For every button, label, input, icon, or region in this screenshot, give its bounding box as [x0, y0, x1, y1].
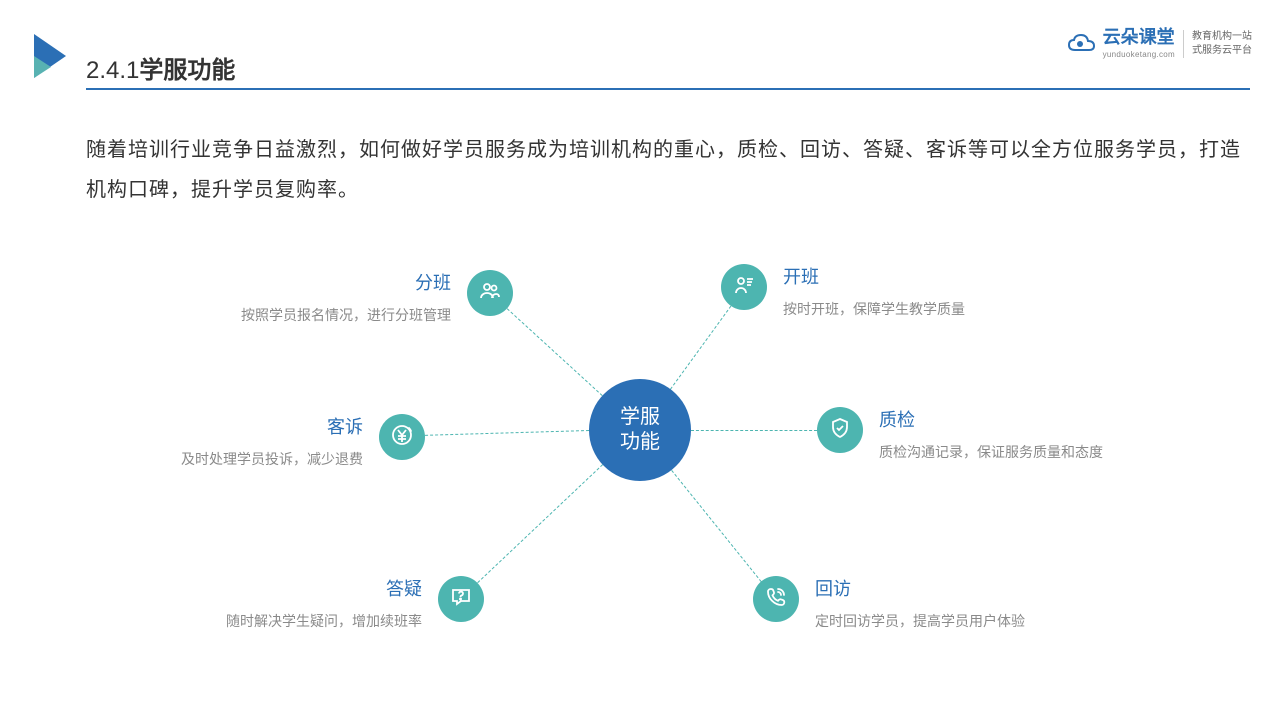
connector-line — [507, 308, 603, 396]
decorative-triangle — [34, 34, 72, 78]
shield-icon — [828, 416, 852, 445]
node-label-fenban: 分班按照学员报名情况，进行分班管理 — [191, 269, 451, 325]
node-fenban — [467, 270, 513, 316]
logo-divider — [1183, 30, 1184, 58]
connector-line — [425, 430, 589, 436]
node-title: 答疑 — [162, 575, 422, 601]
logo-text-wrap: 云朵课堂 yunduoketang.com — [1103, 28, 1175, 59]
logo-tagline-line1: 教育机构一站 — [1192, 31, 1252, 42]
slide: 2.4.1学服功能 云朵课堂 yunduoketang.com 教育机构一站 式… — [0, 0, 1280, 720]
node-sub: 定时回访学员，提高学员用户体验 — [815, 611, 1115, 631]
node-sub: 质检沟通记录，保证服务质量和态度 — [879, 442, 1179, 462]
connector-line — [670, 306, 731, 390]
node-title: 开班 — [783, 263, 1083, 289]
triangle-teal-icon — [34, 56, 51, 78]
node-label-kaiban: 开班按时开班，保障学生教学质量 — [783, 263, 1083, 319]
node-label-dayi: 答疑随时解决学生疑问，增加续班率 — [162, 575, 422, 631]
section-number: 2.4.1 — [86, 57, 139, 84]
logo-tagline: 教育机构一站 式服务云平台 — [1192, 30, 1252, 58]
node-dayi — [438, 576, 484, 622]
node-label-zhijian: 质检质检沟通记录，保证服务质量和态度 — [879, 406, 1179, 462]
logo-brand-text: 云朵课堂 — [1103, 27, 1175, 47]
heading-underline — [86, 88, 1250, 90]
node-zhijian — [817, 407, 863, 453]
cloud-icon — [1067, 34, 1095, 54]
node-kesu — [379, 414, 425, 460]
node-label-huifang: 回访定时回访学员，提高学员用户体验 — [815, 575, 1115, 631]
connector-line — [671, 470, 761, 582]
brand-logo: 云朵课堂 yunduoketang.com 教育机构一站 式服务云平台 — [1067, 28, 1252, 59]
node-title: 客诉 — [103, 413, 363, 439]
description-text: 随着培训行业竞争日益激烈，如何做好学员服务成为培训机构的重心，质检、回访、答疑、… — [86, 130, 1250, 210]
node-sub: 及时处理学员投诉，减少退费 — [103, 449, 363, 469]
logo-sub-text: yunduoketang.com — [1103, 50, 1175, 59]
group-icon — [478, 279, 502, 308]
node-sub: 按时开班，保障学生教学质量 — [783, 299, 1083, 319]
service-diagram: 学服功能 分班按照学员报名情况，进行分班管理客诉及时处理学员投诉，减少退费答疑随时… — [0, 230, 1280, 660]
section-title: 学服功能 — [139, 57, 235, 84]
node-sub: 随时解决学生疑问，增加续班率 — [162, 611, 422, 631]
node-title: 质检 — [879, 406, 1179, 432]
node-label-kesu: 客诉及时处理学员投诉，减少退费 — [103, 413, 363, 469]
node-huifang — [753, 576, 799, 622]
node-kaiban — [721, 264, 767, 310]
connector-line — [691, 430, 817, 431]
connector-line — [477, 464, 603, 583]
node-title: 回访 — [815, 575, 1115, 601]
node-sub: 按照学员报名情况，进行分班管理 — [191, 305, 451, 325]
phone-icon — [764, 585, 788, 614]
logo-tagline-line2: 式服务云平台 — [1192, 45, 1252, 56]
teacher-icon — [732, 273, 756, 302]
question-icon — [449, 585, 473, 614]
yen-icon — [390, 423, 414, 452]
center-hub: 学服功能 — [589, 379, 691, 481]
node-title: 分班 — [191, 269, 451, 295]
